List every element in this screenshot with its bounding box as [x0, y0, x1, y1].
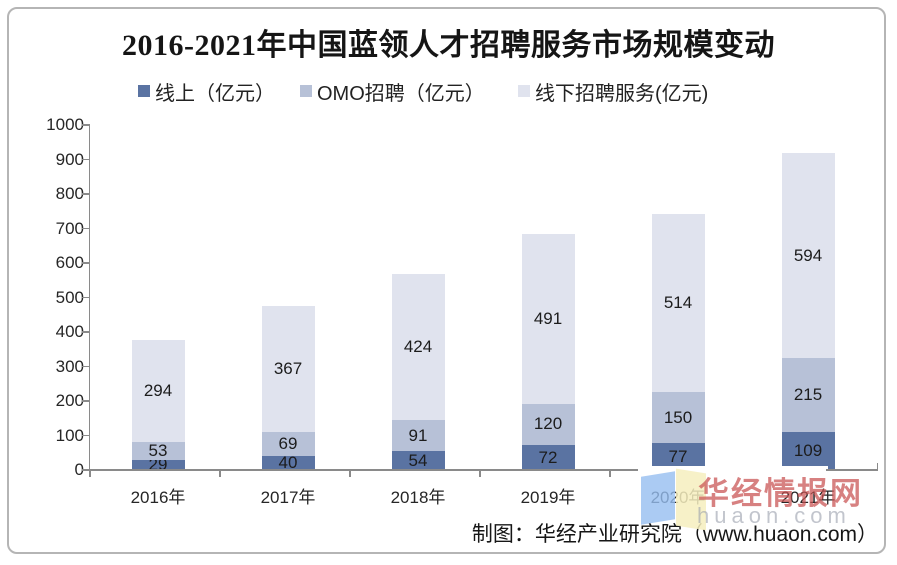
y-axis-tick-label: 500	[55, 287, 84, 307]
x-axis-category-label: 2016年	[130, 488, 186, 507]
bar-value-label: 120	[533, 414, 563, 434]
y-axis-tick-label: 300	[55, 356, 84, 376]
x-axis-category-label: 2019年	[520, 488, 576, 507]
legend-swatch-omo-icon	[300, 85, 312, 97]
y-axis-line	[88, 124, 90, 471]
x-axis-line	[89, 469, 643, 471]
bar-segment	[651, 391, 705, 444]
bar-value-label: 594	[793, 245, 823, 265]
y-axis-tick-label: 400	[55, 322, 84, 341]
y-axis-tick	[82, 331, 89, 333]
y-axis-tick	[82, 227, 89, 230]
y-axis-tick	[82, 193, 89, 195]
legend-item-label: 线上（亿元）	[155, 82, 275, 105]
watermark-brand: 华经情报网	[698, 476, 863, 511]
legend-item-online: 线上（亿元）	[138, 78, 275, 105]
bar-segment	[261, 456, 315, 470]
bar-segment	[391, 451, 445, 470]
x-axis-tick	[479, 470, 481, 477]
legend-swatch-offline-icon	[518, 85, 530, 97]
bar-segment	[651, 214, 705, 392]
bar-value-label: 215	[793, 385, 823, 405]
bar-segment	[521, 445, 575, 470]
bar-value-label: 514	[663, 293, 693, 313]
x-axis-tick	[219, 470, 221, 477]
y-axis-tick	[82, 296, 89, 299]
bar-segment	[131, 441, 185, 460]
y-axis-tick	[82, 434, 89, 437]
y-axis-tick-label: 0	[74, 460, 84, 479]
bar-value-label: 77	[668, 446, 688, 466]
bar-segment	[391, 419, 445, 452]
y-axis-tick-label: 1000	[46, 115, 84, 134]
bar-value-label: 91	[408, 425, 428, 445]
bar-segment	[261, 305, 315, 433]
bar-segment	[781, 153, 835, 359]
bar-value-label: 54	[408, 450, 428, 470]
y-axis-tick-label: 800	[55, 184, 84, 203]
bar-segment	[261, 432, 315, 457]
x-axis-line-right	[826, 469, 878, 471]
bar-value-label: 294	[143, 380, 173, 400]
x-axis-category-label: 2021年	[780, 488, 836, 507]
legend: 线上（亿元） OMO招聘（亿元） 线下招聘服务(亿元)	[0, 78, 897, 105]
y-axis-tick	[82, 262, 89, 264]
bar-segment	[651, 443, 705, 470]
chart-title: 2016-2021年中国蓝领人才招聘服务市场规模变动	[122, 29, 775, 62]
y-axis-tick-label: 200	[55, 391, 84, 410]
bar-segment	[521, 403, 575, 446]
y-axis-tick	[82, 400, 89, 402]
y-axis-tick	[82, 469, 89, 471]
x-axis-end-tick	[876, 463, 879, 470]
x-axis-tick	[609, 470, 611, 477]
x-axis-category-label: 2017年	[260, 488, 316, 507]
bar-segment	[131, 459, 185, 470]
bar-value-label: 40	[278, 453, 298, 473]
y-axis-tick-label: 900	[55, 149, 84, 169]
source-credit: 制图：华经产业研究院（www.huaon.com）	[471, 523, 878, 546]
bar-value-label: 491	[533, 309, 563, 329]
y-axis-tick	[82, 158, 89, 161]
y-axis-tick	[82, 124, 89, 126]
bar-value-label: 109	[793, 441, 823, 461]
y-axis-tick-label: 600	[55, 253, 84, 272]
bar-value-label: 424	[403, 336, 433, 356]
legend-item-label: 线下招聘服务(亿元)	[535, 82, 709, 105]
legend-item-offline: 线下招聘服务(亿元)	[518, 78, 709, 105]
y-axis-tick-label: 100	[55, 425, 84, 445]
bar-value-label: 69	[278, 434, 298, 454]
bar-segment	[521, 234, 575, 404]
bar-segment	[391, 273, 445, 420]
bar-segment	[781, 358, 835, 433]
x-axis-tick	[349, 470, 351, 477]
watermark-logo-blue-icon	[641, 471, 675, 525]
x-axis-tick	[89, 470, 91, 477]
bar-value-label: 367	[273, 359, 303, 379]
y-axis-tick	[82, 365, 89, 368]
bar-value-label: 53	[148, 440, 168, 460]
legend-item-label: OMO招聘（亿元）	[317, 82, 485, 105]
bar-segment	[131, 340, 185, 442]
x-axis-category-label: 2018年	[390, 488, 446, 507]
bar-segment	[781, 432, 835, 470]
y-axis-tick-label: 700	[55, 218, 84, 238]
legend-item-omo: OMO招聘（亿元）	[300, 78, 485, 105]
bar-value-label: 150	[663, 407, 693, 427]
bar-value-label: 72	[538, 447, 558, 467]
legend-swatch-online-icon	[138, 85, 150, 97]
watermark-url: huaon.com	[697, 503, 851, 528]
